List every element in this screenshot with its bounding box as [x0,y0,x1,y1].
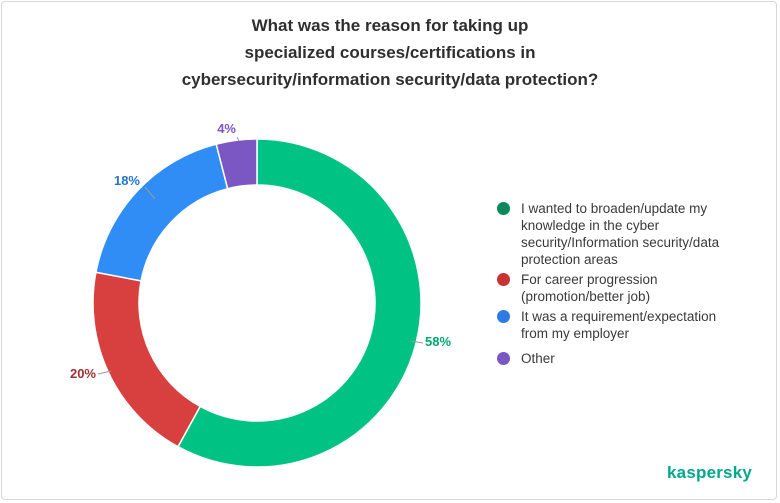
legend-label-career-progression: For career progression (promotion/better… [521,272,658,304]
donut-slice-other [215,138,258,190]
donut-slice-broaden-knowledge [176,138,422,468]
leader-line-broaden-knowledge [410,340,424,344]
legend-item-employer-requirement: It was a requirement/expectation from my… [497,308,757,342]
legend-label-employer-requirement: It was a requirement/expectation from my… [521,309,717,341]
legend-swatch-other [497,352,510,365]
title-line-1: What was the reason for taking up [251,16,529,35]
title-line-3: cybersecurity/information security/data … [181,70,599,89]
title-line-2: specialized courses/certifications in [244,43,536,62]
chart-legend: I wanted to broaden/update my knowledge … [497,200,757,367]
leader-line-career-progression [97,370,112,375]
legend-swatch-employer-requirement [497,310,510,323]
leader-line-other [236,136,240,142]
data-label-broaden-knowledge: 58% [425,334,451,349]
legend-swatch-career-progression [497,273,510,286]
leader-line-employer-requirement [144,186,156,200]
legend-swatch-broaden-knowledge [497,202,510,215]
legend-item-other: Other [497,350,757,367]
legend-label-broaden-knowledge: I wanted to broaden/update my knowledge … [521,201,720,267]
legend-label-other: Other [521,351,555,366]
donut-slice-career-progression [92,271,202,448]
legend-item-broaden-knowledge: I wanted to broaden/update my knowledge … [497,200,757,268]
data-label-employer-requirement: 18% [114,173,140,188]
chart-title: What was the reason for taking up specia… [110,12,670,93]
legend-item-career-progression: For career progression (promotion/better… [497,271,757,305]
data-label-other: 4% [217,121,236,136]
donut-slice-employer-requirement [95,143,229,282]
kaspersky-logo: kaspersky [667,463,752,482]
data-label-career-progression: 20% [70,366,96,381]
